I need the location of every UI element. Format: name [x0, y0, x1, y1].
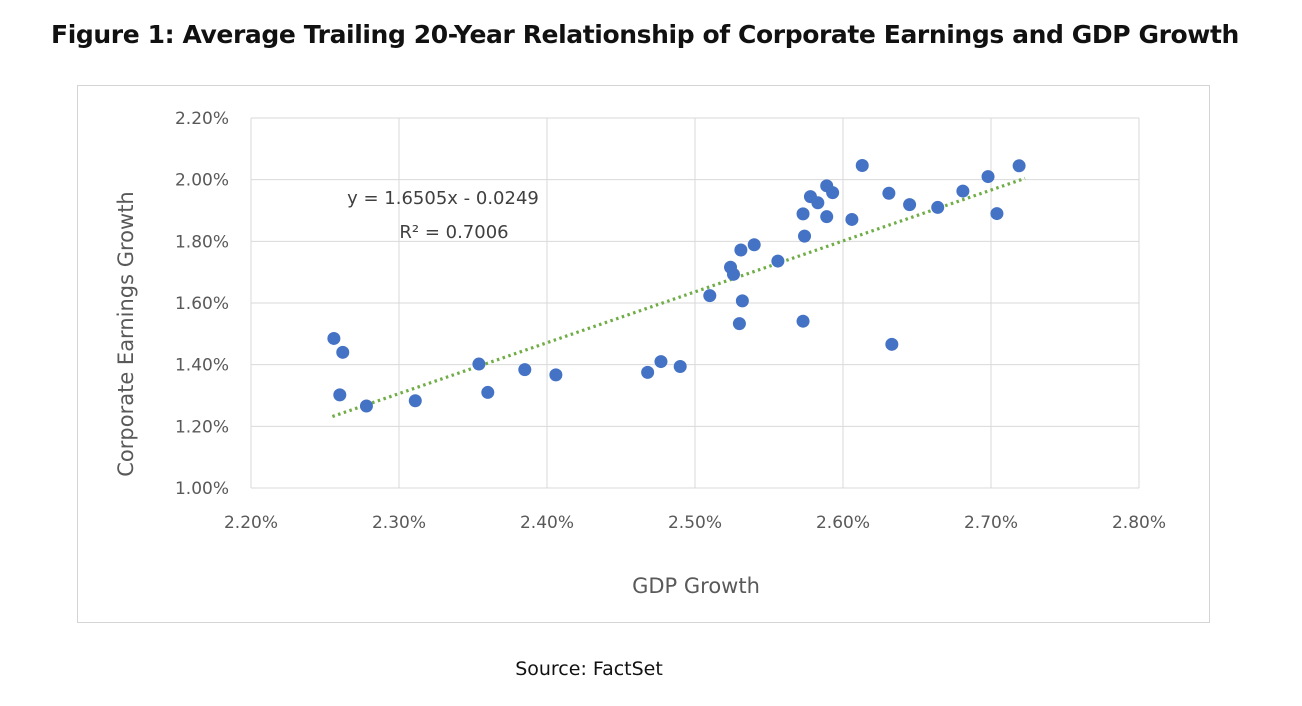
data-points — [327, 158, 1026, 413]
x-tick-label: 2.80% — [1112, 513, 1166, 533]
y-tick-label: 1.80% — [175, 232, 229, 252]
data-point — [826, 186, 840, 200]
data-point — [735, 294, 749, 308]
figure-title: Figure 1: Average Trailing 20-Year Relat… — [51, 20, 1239, 49]
data-point — [359, 399, 373, 413]
trendline-equation: y = 1.6505x - 0.0249 — [347, 188, 539, 209]
x-tick-label: 2.50% — [668, 513, 722, 533]
x-tick-label: 2.20% — [224, 513, 278, 533]
data-point — [734, 243, 748, 257]
data-point — [654, 355, 668, 369]
x-axis-title: GDP Growth — [632, 574, 760, 598]
y-axis-ticks: 1.00% 1.20% 1.40% 1.60% 1.80% 2.00% 2.20% — [175, 109, 229, 499]
trendline-layer — [331, 176, 1026, 419]
source-note: Source: FactSet — [515, 658, 663, 680]
x-tick-label: 2.40% — [520, 513, 574, 533]
data-point — [811, 196, 825, 210]
data-point — [882, 186, 896, 200]
data-point — [481, 385, 495, 399]
y-tick-label: 1.00% — [175, 479, 229, 499]
y-tick-label: 1.20% — [175, 417, 229, 437]
data-point — [820, 210, 834, 224]
data-point — [796, 314, 810, 328]
y-tick-label: 1.40% — [175, 356, 229, 376]
data-point — [981, 170, 995, 184]
data-point — [327, 331, 341, 345]
data-point — [956, 184, 970, 198]
data-point — [990, 207, 1004, 221]
gridlines — [250, 117, 1140, 489]
y-tick-label: 1.60% — [175, 294, 229, 314]
data-point — [641, 365, 655, 379]
data-point — [855, 158, 869, 172]
data-point — [732, 317, 746, 331]
data-point — [931, 200, 945, 214]
data-point — [518, 363, 532, 377]
data-point — [408, 394, 422, 408]
data-point — [703, 289, 717, 303]
data-point — [845, 212, 859, 226]
data-point — [771, 254, 785, 268]
x-tick-label: 2.60% — [816, 513, 870, 533]
y-axis-title: Corporate Earnings Growth — [114, 191, 138, 476]
data-point — [726, 267, 740, 281]
scatter-chart: 2.20% 2.30% 2.40% 2.50% 2.60% 2.70% 2.80% 1.00… — [114, 109, 1166, 598]
trendline — [331, 176, 1026, 419]
data-point — [903, 198, 917, 212]
data-point — [1012, 159, 1026, 173]
y-tick-label: 2.20% — [175, 109, 229, 129]
data-point — [885, 337, 899, 351]
data-point — [333, 388, 347, 402]
data-point — [549, 368, 563, 382]
x-axis-ticks: 2.20% 2.30% 2.40% 2.50% 2.60% 2.70% 2.80% — [224, 513, 1166, 533]
y-tick-label: 2.00% — [175, 171, 229, 191]
x-tick-label: 2.30% — [372, 513, 426, 533]
trendline-r-squared: R² = 0.7006 — [399, 222, 508, 243]
data-point — [747, 238, 761, 252]
data-point — [472, 357, 486, 371]
data-point — [796, 207, 810, 221]
data-point — [673, 360, 687, 374]
chart-area: 2.20% 2.30% 2.40% 2.50% 2.60% 2.70% 2.80% 1.00… — [77, 85, 1210, 623]
x-tick-label: 2.70% — [964, 513, 1018, 533]
data-point — [336, 345, 350, 359]
data-point — [798, 229, 812, 243]
